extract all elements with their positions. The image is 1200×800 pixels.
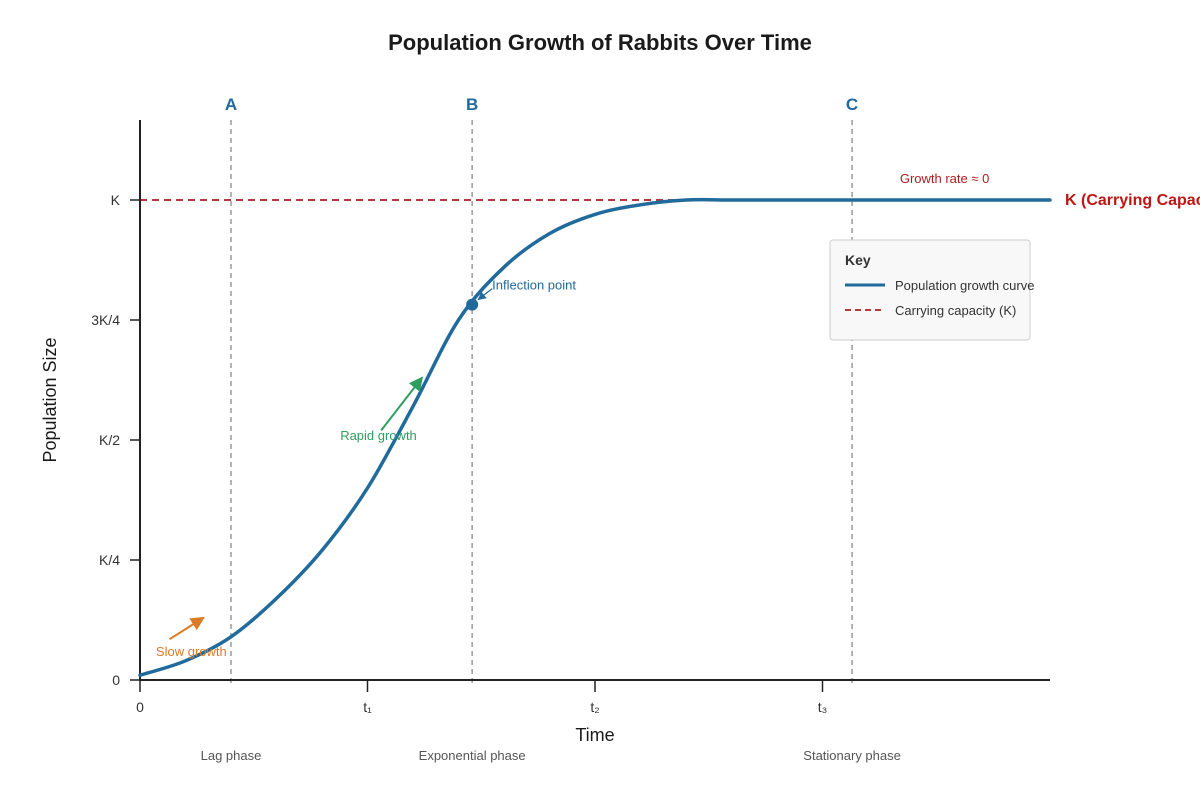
legend-entry-growth-curve: Population growth curve xyxy=(895,278,1034,293)
rapid-growth-label: Rapid growth xyxy=(340,428,417,443)
phase-label: Lag phase xyxy=(201,748,262,763)
slow-growth-arrow xyxy=(169,616,205,641)
x-ticks: 0 t₁ t₂ t₃ xyxy=(136,680,827,715)
k-carrying-capacity-label: K (Carrying Capacity) xyxy=(1065,192,1200,209)
legend: Key Population growth curve Carrying cap… xyxy=(829,239,1034,341)
chart-title: Population Growth of Rabbits Over Time xyxy=(388,30,812,55)
x-axis-label: Time xyxy=(575,725,614,745)
carrying-capacity-layer: K (Carrying Capacity) xyxy=(140,192,1200,209)
y-axis-label: Population Size xyxy=(40,337,60,462)
slow-growth-label: Slow growth xyxy=(156,644,227,659)
y-tick-label: 3K/4 xyxy=(91,312,120,328)
vertical-marker-a-label: A xyxy=(225,95,237,114)
vertical-marker-b-label: B xyxy=(466,95,478,114)
y-tick-label: 0 xyxy=(112,672,120,688)
legend-title: Key xyxy=(845,252,871,268)
inflection-point-dot xyxy=(466,298,479,311)
inflection-point-label: Inflection point xyxy=(492,278,576,293)
x-tick-label: t₂ xyxy=(590,699,599,715)
y-ticks: 0 K/4 K/2 3K/4 K xyxy=(91,192,140,688)
growth-curve-layer xyxy=(138,197,1052,677)
inflection-point-arrow xyxy=(477,288,493,301)
phase-label: Stationary phase xyxy=(803,748,901,763)
legend-box xyxy=(829,239,1031,341)
y-tick-label: K/4 xyxy=(99,552,120,568)
vertical-marker-c-label: C xyxy=(846,95,858,114)
rapid-growth-arrow xyxy=(380,376,423,432)
y-tick-label: K xyxy=(111,192,121,208)
annotations: Inflection point Slow growth Rapid growth G… xyxy=(156,171,989,659)
phase-labels: Lag phase Exponential phase Stationary pha… xyxy=(201,748,901,763)
vertical-markers: A B C xyxy=(225,95,858,686)
x-tick-label: 0 xyxy=(136,699,144,715)
x-tick-label: t₃ xyxy=(818,699,828,715)
population-growth-curve xyxy=(138,197,1052,677)
growth-rate-0-label: Growth rate ≈ 0 xyxy=(900,171,990,186)
phase-label: Exponential phase xyxy=(419,748,526,763)
x-tick-label: t₁ xyxy=(363,699,372,715)
legend-entry-carrying-capacity: Carrying capacity (K) xyxy=(895,303,1016,318)
y-tick-label: K/2 xyxy=(99,432,120,448)
